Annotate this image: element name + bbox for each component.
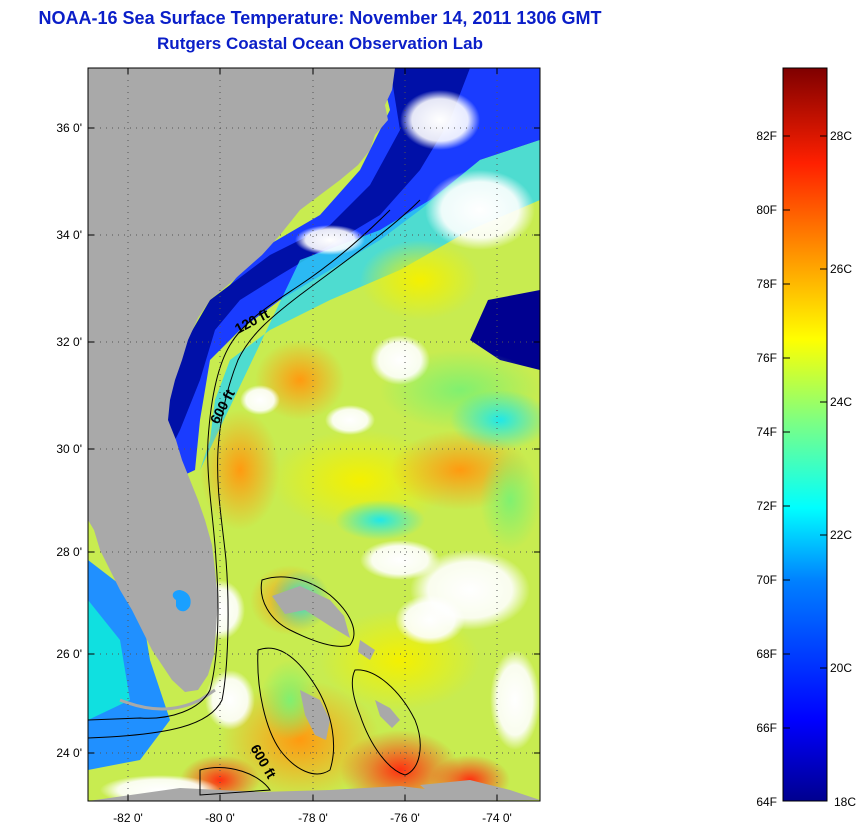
colorbar-f-label: 74F xyxy=(756,425,777,439)
colorbar-f-label: 72F xyxy=(756,499,777,513)
colorbar-c-ticks xyxy=(820,135,827,669)
sst-raster xyxy=(88,68,540,801)
colorbar-f-label: 66F xyxy=(756,721,777,735)
colorbar xyxy=(782,67,828,802)
colorbar-f-labels: 82F 80F 78F 76F 74F 72F 70F 68F 66F 64F xyxy=(756,129,777,809)
map-title: NOAA-16 Sea Surface Temperature: Novembe… xyxy=(38,8,602,28)
frame-ticks xyxy=(88,68,540,801)
lon-tick-label: -76 0' xyxy=(390,811,420,825)
colorbar-f-label: 64F xyxy=(756,795,777,809)
colorbar-c-label: 20C xyxy=(830,661,852,675)
lat-tick-label: 32 0' xyxy=(56,335,82,349)
colorbar-c-label: 18C xyxy=(834,795,856,809)
colorbar-f-label: 70F xyxy=(756,573,777,587)
lon-tick-label: -78 0' xyxy=(298,811,328,825)
lat-tick-labels: 36 0' 34 0' 32 0' 30 0' 28 0' 26 0' 24 0… xyxy=(56,121,82,760)
colorbar-f-label: 68F xyxy=(756,647,777,661)
lat-tick-label: 28 0' xyxy=(56,545,82,559)
lat-tick-label: 30 0' xyxy=(56,442,82,456)
land-mass xyxy=(88,68,395,692)
lon-tick-label: -74 0' xyxy=(482,811,512,825)
lat-tick-label: 34 0' xyxy=(56,228,82,242)
colorbar-f-ticks xyxy=(783,135,790,729)
colorbar-c-label: 22C xyxy=(830,528,852,542)
colorbar-f-label: 78F xyxy=(756,277,777,291)
map-frame xyxy=(87,67,541,802)
colorbar-c-label: 28C xyxy=(830,129,852,143)
lon-tick-labels: -82 0' -80 0' -78 0' -76 0' -74 0' xyxy=(113,811,512,825)
colorbar-f-label: 76F xyxy=(756,351,777,365)
lat-tick-label: 24 0' xyxy=(56,746,82,760)
colorbar-f-label: 80F xyxy=(756,203,777,217)
lon-tick-label: -82 0' xyxy=(113,811,143,825)
colorbar-c-labels: 28C 26C 24C 22C 20C 18C xyxy=(830,129,856,809)
map-subtitle: Rutgers Coastal Ocean Observation Lab xyxy=(157,34,483,53)
colorbar-c-label: 26C xyxy=(830,262,852,276)
lat-tick-label: 36 0' xyxy=(56,121,82,135)
lon-tick-label: -80 0' xyxy=(205,811,235,825)
lat-tick-label: 26 0' xyxy=(56,647,82,661)
graticule xyxy=(88,68,540,801)
colorbar-c-label: 24C xyxy=(830,395,852,409)
colorbar-f-label: 82F xyxy=(756,129,777,143)
